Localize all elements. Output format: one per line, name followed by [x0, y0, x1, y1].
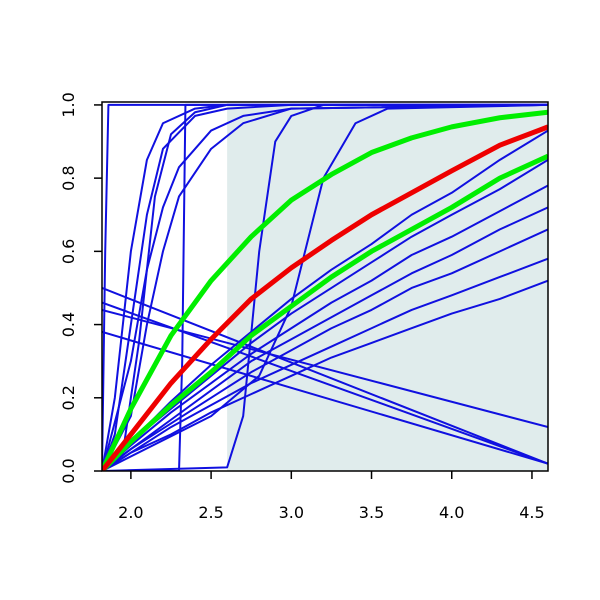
curve	[102, 103, 548, 471]
y-tick-label: 0.6	[59, 239, 78, 264]
curve	[102, 279, 548, 471]
curve	[102, 228, 548, 471]
curve	[102, 103, 548, 471]
y-tick-label: 0.4	[59, 312, 78, 337]
x-tick-label: 3.0	[279, 503, 304, 522]
curve	[102, 184, 548, 471]
plot-frame	[101, 101, 549, 472]
curve	[102, 287, 548, 465]
y-tick-label: 0.0	[59, 458, 78, 483]
y-tick-label: 0.2	[59, 385, 78, 410]
curve	[102, 124, 548, 471]
x-tick-label: 2.5	[198, 503, 223, 522]
shade	[227, 104, 548, 471]
curve	[102, 103, 548, 471]
curve	[102, 257, 548, 471]
curve	[102, 103, 548, 471]
x-tick-label: 4.5	[519, 503, 544, 522]
curve	[102, 103, 548, 471]
x-tick-label: 4.0	[439, 503, 464, 522]
curve	[102, 153, 548, 471]
curve	[102, 103, 548, 471]
curve	[102, 109, 548, 471]
curve	[102, 206, 548, 471]
x-tick-label: 3.5	[359, 503, 384, 522]
x-tick-label: 2.0	[118, 503, 143, 522]
y-tick-label: 0.8	[59, 165, 78, 190]
plot-lines	[102, 103, 548, 471]
curve	[102, 330, 548, 465]
y-tick-label: 1.0	[59, 92, 78, 117]
